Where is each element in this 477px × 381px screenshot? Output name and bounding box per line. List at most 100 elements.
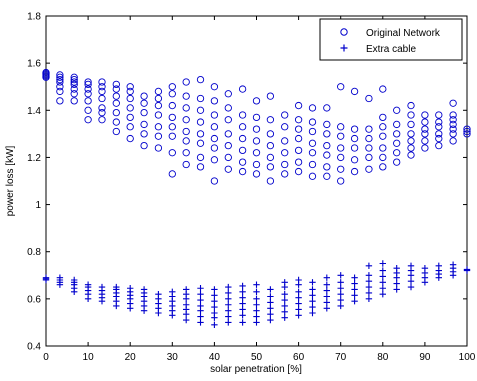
data-point-extra-cable [337,272,344,279]
data-point-extra-cable [155,290,162,298]
data-point-extra-cable [379,285,386,292]
data-point-original-network [323,120,331,129]
data-point-extra-cable [463,266,471,273]
data-point-extra-cable [182,316,190,324]
data-point-original-network [154,144,163,152]
data-point-original-network [379,113,387,122]
data-point-original-network [238,167,247,176]
legend: Original Network Extra cable [319,18,463,61]
data-point-extra-cable [379,273,386,280]
data-point-original-network [56,97,64,105]
data-point-original-network [337,153,345,162]
data-point-original-network [435,141,443,150]
data-point-original-network [449,116,457,124]
data-point-original-network [224,165,232,173]
data-point-original-network [435,130,443,138]
data-point-extra-cable [253,295,260,303]
data-point-extra-cable [323,299,331,306]
series-original-network [42,68,471,185]
data-point-original-network [294,134,303,143]
data-point-original-network [70,75,78,84]
data-point-original-network [210,123,219,131]
data-point-original-network [252,125,261,133]
data-point-extra-cable [253,288,260,295]
data-point-original-network [84,90,92,98]
data-point-original-network [56,83,64,91]
data-point-extra-cable [393,280,400,287]
data-point-original-network [112,118,120,126]
x-tick-label: 40 [209,352,221,363]
data-point-original-network [224,90,232,98]
data-point-original-network [323,163,331,171]
data-point-original-network [323,172,331,180]
data-point-original-network [379,144,387,152]
y-tick-label: 1.8 [27,12,41,23]
data-point-extra-cable [295,312,302,319]
data-point-original-network [126,113,134,122]
data-point-original-network [126,104,134,112]
data-point-original-network [323,104,331,112]
data-point-extra-cable [182,286,190,293]
data-point-extra-cable [365,262,373,270]
data-point-extra-cable [323,274,331,281]
y-tick-label: 0.6 [27,294,41,305]
data-point-original-network [308,172,317,180]
data-point-extra-cable [323,305,331,312]
data-point-extra-cable [379,260,386,267]
data-point-original-network [350,125,359,133]
data-point-extra-cable [197,296,204,304]
data-point-original-network [337,132,345,140]
data-point-extra-cable [435,262,442,270]
data-point-extra-cable [309,298,316,305]
data-point-original-network [281,137,289,145]
data-point-original-network [238,85,247,93]
data-point-original-network [238,123,247,131]
data-point-original-network [266,163,275,171]
data-point-extra-cable [351,298,358,305]
data-point-extra-cable [225,283,232,291]
data-point-original-network [379,85,387,93]
data-point-original-network [98,116,106,124]
data-point-original-network [252,97,261,105]
data-point-original-network [196,153,205,162]
data-point-original-network [154,94,163,103]
data-point-extra-cable [56,274,64,281]
data-point-extra-cable [407,262,415,270]
x-tick-label: 90 [419,352,431,363]
x-tick-label: 20 [125,352,137,363]
data-point-extra-cable [309,292,316,299]
data-point-extra-cable [225,313,232,320]
data-point-extra-cable [351,292,358,299]
data-point-original-network [463,130,471,138]
data-point-original-network [196,106,205,114]
data-point-original-network [196,75,205,84]
data-point-original-network [407,101,415,110]
data-point-original-network [112,127,120,136]
data-point-original-network [224,130,232,138]
data-point-extra-cable [337,296,344,304]
data-point-original-network [126,134,134,143]
data-point-original-network [308,127,317,136]
data-point-original-network [350,156,359,164]
data-point-original-network [182,78,190,86]
y-tick-label: 0.4 [27,342,41,353]
data-point-extra-cable [407,283,415,291]
data-point-original-network [126,83,134,91]
y-tick-label: 1.4 [27,106,41,117]
data-point-extra-cable [253,281,260,288]
data-point-extra-cable [295,288,302,295]
data-point-extra-cable [225,307,232,314]
data-point-extra-cable [225,301,232,308]
data-point-original-network [365,125,373,133]
data-point-original-network [154,101,163,110]
data-point-original-network [210,83,219,91]
data-point-extra-cable [182,301,190,308]
data-point-extra-cable [239,300,246,307]
data-point-original-network [70,73,78,81]
data-point-extra-cable [253,319,260,326]
data-point-extra-cable [281,290,288,298]
data-point-extra-cable [281,302,288,310]
data-point-original-network [154,132,163,140]
data-point-extra-cable [239,306,246,313]
